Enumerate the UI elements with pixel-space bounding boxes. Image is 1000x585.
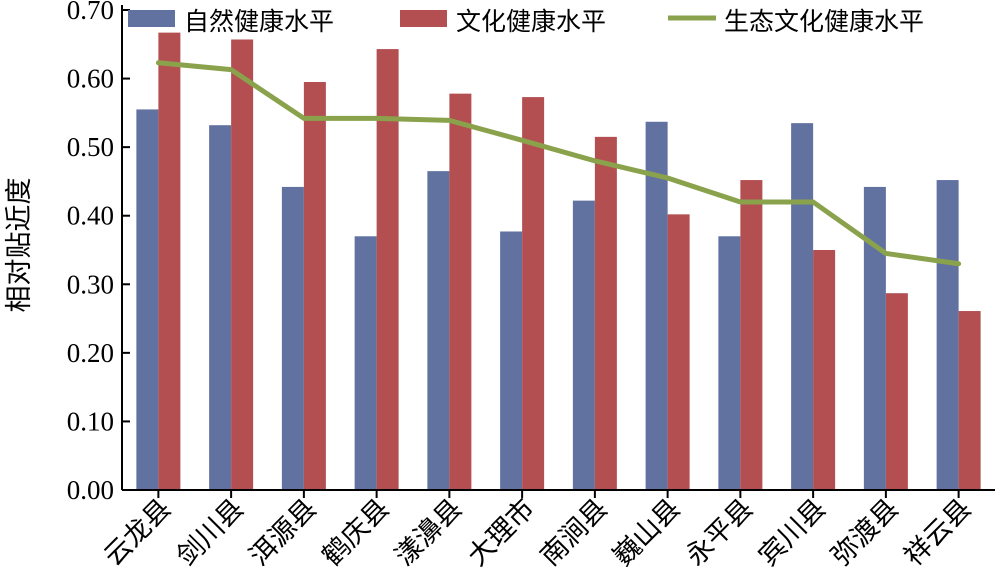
bar-cultural-9 xyxy=(813,250,836,490)
legend-label-natural: 自然健康水平 xyxy=(184,7,334,36)
bar-natural-5 xyxy=(500,231,523,490)
bar-natural-1 xyxy=(209,125,232,490)
x-tick-label-10: 弥渡县 xyxy=(826,493,905,572)
y-tick-label-7: 0.70 xyxy=(67,0,114,25)
bar-cultural-0 xyxy=(158,32,181,490)
y-tick-label-6: 0.60 xyxy=(67,64,114,94)
bar-cultural-10 xyxy=(885,293,908,490)
bar-cultural-5 xyxy=(522,97,545,490)
y-tick-label-4: 0.40 xyxy=(67,201,114,231)
y-tick-label-2: 0.20 xyxy=(67,338,114,368)
bar-cultural-3 xyxy=(376,49,399,490)
x-tick-label-3: 鹤庆县 xyxy=(316,493,395,572)
x-tick-label-9: 宾川县 xyxy=(753,493,832,572)
y-tick-label-1: 0.10 xyxy=(67,406,114,436)
y-tick-label-3: 0.30 xyxy=(67,269,114,299)
bar-natural-9 xyxy=(791,123,814,491)
bar-cultural-7 xyxy=(667,214,690,491)
legend-swatch-natural xyxy=(128,10,175,27)
bar-natural-2 xyxy=(281,186,304,490)
legend: 自然健康水平 文化健康水平 生态文化健康水平 xyxy=(128,7,924,36)
bars-layer xyxy=(136,32,981,491)
bar-natural-4 xyxy=(427,171,450,490)
x-tick-label-7: 巍山县 xyxy=(607,493,686,572)
bar-cultural-1 xyxy=(231,39,254,490)
x-tick-label-5: 大理市 xyxy=(462,493,541,572)
series-line-eco-cultural xyxy=(155,60,962,267)
line-layer xyxy=(155,60,962,267)
bar-natural-3 xyxy=(354,236,377,490)
bar-natural-11 xyxy=(936,180,959,491)
bar-natural-10 xyxy=(863,186,886,490)
bar-cultural-4 xyxy=(449,93,472,491)
y-tick-label-5: 0.50 xyxy=(67,132,114,162)
y-tick-label-0: 0.00 xyxy=(67,475,114,505)
x-tick-label-11: 祥云县 xyxy=(898,493,977,572)
x-tick-label-4: 漾濞县 xyxy=(389,493,468,572)
bar-natural-0 xyxy=(136,109,159,490)
x-tick-label-6: 南涧县 xyxy=(535,493,614,572)
y-axis-title: 相对贴近度 xyxy=(4,178,35,313)
x-tick-label-8: 永平县 xyxy=(680,493,759,572)
bar-cultural-2 xyxy=(303,82,326,490)
bar-natural-7 xyxy=(645,121,668,491)
bar-cultural-8 xyxy=(740,180,763,491)
legend-swatch-cultural xyxy=(400,10,447,27)
bar-cultural-11 xyxy=(958,311,981,490)
legend-label-eco-cultural: 生态文化健康水平 xyxy=(724,7,924,36)
x-tick-label-2: 洱源县 xyxy=(244,493,323,572)
bar-natural-8 xyxy=(718,236,741,490)
bar-natural-6 xyxy=(572,200,595,490)
legend-label-cultural: 文化健康水平 xyxy=(456,7,606,36)
bar-cultural-6 xyxy=(594,136,617,490)
x-tick-label-1: 剑川县 xyxy=(171,493,250,572)
